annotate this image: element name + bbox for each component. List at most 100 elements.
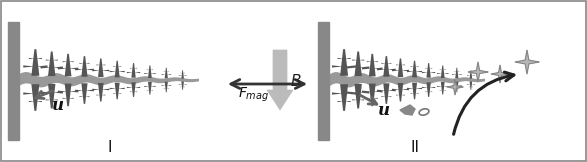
Polygon shape	[148, 65, 152, 78]
Polygon shape	[167, 85, 171, 86]
Polygon shape	[183, 75, 187, 76]
Polygon shape	[367, 98, 372, 99]
Polygon shape	[110, 71, 116, 72]
Polygon shape	[468, 62, 488, 82]
Polygon shape	[102, 70, 109, 71]
Polygon shape	[92, 89, 100, 90]
Polygon shape	[69, 91, 79, 93]
Text: $F_{mag}$: $F_{mag}$	[238, 86, 269, 104]
Polygon shape	[454, 71, 457, 72]
Polygon shape	[454, 88, 457, 89]
Polygon shape	[352, 60, 357, 61]
Polygon shape	[457, 88, 460, 89]
Polygon shape	[96, 64, 100, 65]
Polygon shape	[48, 52, 55, 76]
Polygon shape	[373, 61, 378, 62]
Bar	[318, 22, 329, 140]
Polygon shape	[443, 69, 446, 70]
Polygon shape	[382, 63, 386, 64]
Polygon shape	[362, 91, 372, 93]
Polygon shape	[167, 71, 169, 72]
Polygon shape	[58, 91, 67, 93]
Polygon shape	[456, 82, 458, 92]
Polygon shape	[69, 61, 73, 62]
Polygon shape	[355, 52, 362, 76]
Polygon shape	[457, 74, 461, 75]
Polygon shape	[412, 83, 417, 99]
Polygon shape	[36, 93, 48, 95]
Polygon shape	[161, 85, 166, 86]
Polygon shape	[402, 70, 409, 71]
Polygon shape	[58, 68, 67, 69]
Polygon shape	[75, 69, 83, 70]
Polygon shape	[456, 68, 458, 78]
Polygon shape	[491, 65, 509, 83]
Polygon shape	[412, 61, 417, 77]
Polygon shape	[410, 93, 414, 94]
Polygon shape	[110, 88, 116, 89]
Polygon shape	[369, 54, 376, 76]
Polygon shape	[397, 58, 403, 77]
Polygon shape	[402, 89, 409, 90]
Polygon shape	[181, 70, 184, 79]
Polygon shape	[457, 71, 460, 72]
Polygon shape	[23, 65, 34, 68]
Polygon shape	[387, 90, 396, 91]
Polygon shape	[167, 88, 169, 89]
Polygon shape	[383, 83, 389, 104]
Polygon shape	[165, 68, 168, 78]
Polygon shape	[440, 69, 443, 70]
Polygon shape	[82, 56, 87, 77]
Polygon shape	[373, 91, 383, 93]
Polygon shape	[48, 84, 55, 109]
Polygon shape	[118, 88, 124, 89]
Polygon shape	[127, 72, 133, 73]
Polygon shape	[407, 71, 414, 72]
Polygon shape	[75, 90, 83, 91]
Polygon shape	[332, 93, 343, 95]
Polygon shape	[401, 64, 405, 65]
Polygon shape	[441, 65, 444, 78]
Polygon shape	[369, 84, 376, 106]
Polygon shape	[113, 93, 117, 94]
Polygon shape	[347, 66, 357, 69]
Polygon shape	[470, 81, 472, 90]
Polygon shape	[429, 72, 436, 73]
Text: I: I	[108, 140, 112, 155]
Polygon shape	[352, 99, 357, 100]
Polygon shape	[164, 88, 166, 89]
Polygon shape	[359, 92, 369, 93]
Polygon shape	[63, 98, 68, 99]
Polygon shape	[134, 72, 140, 73]
Polygon shape	[36, 65, 48, 68]
Polygon shape	[338, 101, 343, 102]
Polygon shape	[117, 93, 122, 94]
Polygon shape	[31, 84, 39, 111]
Polygon shape	[387, 63, 392, 64]
Polygon shape	[373, 98, 378, 99]
Polygon shape	[167, 74, 171, 75]
Bar	[8, 22, 19, 140]
Polygon shape	[470, 70, 472, 79]
Polygon shape	[46, 60, 51, 61]
Polygon shape	[181, 81, 184, 90]
Polygon shape	[443, 90, 446, 91]
Polygon shape	[407, 88, 414, 89]
Polygon shape	[471, 84, 475, 85]
Polygon shape	[69, 68, 79, 69]
Polygon shape	[377, 69, 386, 70]
Polygon shape	[127, 87, 133, 88]
Polygon shape	[415, 88, 422, 89]
FancyArrowPatch shape	[454, 72, 514, 134]
Text: $B$: $B$	[290, 73, 302, 89]
Polygon shape	[429, 68, 432, 69]
Polygon shape	[82, 83, 87, 104]
Polygon shape	[387, 96, 392, 97]
Polygon shape	[345, 65, 356, 68]
Polygon shape	[441, 82, 444, 95]
Polygon shape	[340, 49, 348, 76]
Polygon shape	[134, 68, 137, 69]
Polygon shape	[471, 75, 475, 76]
Polygon shape	[79, 96, 84, 97]
Polygon shape	[440, 90, 443, 91]
